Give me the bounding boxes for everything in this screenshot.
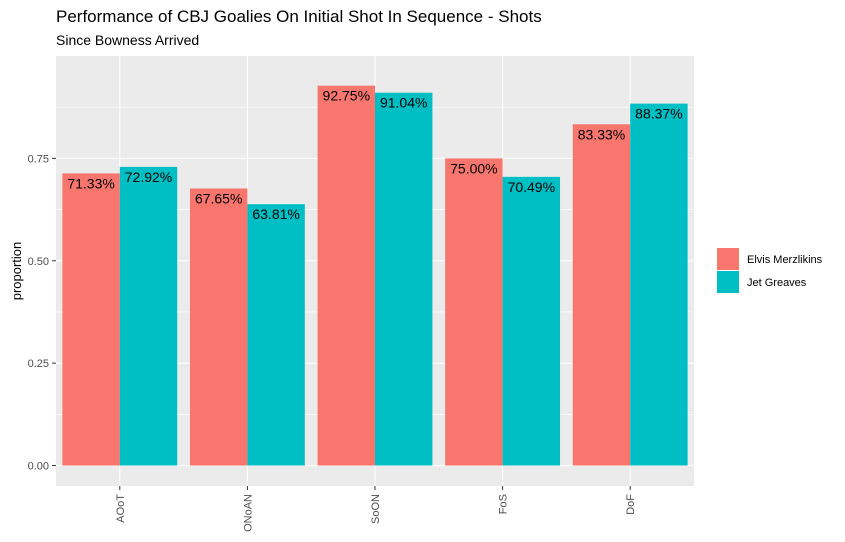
data-label: 83.33% — [578, 126, 625, 142]
y-tick-label: 0.50 — [28, 256, 49, 268]
legend-key — [717, 248, 739, 270]
data-label: 71.33% — [67, 175, 114, 191]
y-tick-label: 0.75 — [28, 153, 49, 165]
data-label: 67.65% — [195, 190, 242, 206]
data-labels-group: 71.33% 67.65% 92.75% 75.00% 83.33% 72.92% 63.8… — [67, 88, 682, 223]
x-tick-label: ONoAN — [242, 494, 254, 532]
legend-key — [717, 271, 739, 293]
chart-subtitle: Since Bowness Arrived — [56, 32, 199, 48]
data-label: 70.49% — [508, 179, 555, 195]
bar-jet-greaves-aoot — [119, 166, 178, 466]
bar-jet-greaves-dof — [630, 103, 688, 466]
data-label: 92.75% — [323, 88, 370, 104]
data-label: 75.00% — [450, 160, 497, 176]
bar-elvis-merzlikins-dof — [572, 124, 631, 466]
data-label: 91.04% — [380, 95, 427, 111]
bar-jet-greaves-onoan — [247, 204, 305, 466]
x-tick-label: DoF — [625, 494, 637, 515]
y-axis: 0.00 0.25 0.50 0.75 — [28, 153, 56, 473]
legend-label: Elvis Merzlikins — [747, 254, 823, 266]
data-label: 88.37% — [635, 106, 682, 122]
y-tick-label: 0.25 — [28, 358, 49, 370]
y-axis-title: proportion — [9, 242, 24, 301]
bar-elvis-merzlikins-onoan — [189, 188, 248, 466]
bars-group — [62, 85, 688, 466]
x-tick-label: AOoT — [115, 494, 127, 523]
data-label: 63.81% — [252, 206, 299, 222]
x-tick-label: SoON — [370, 494, 382, 524]
bar-elvis-merzlikins-aoot — [62, 173, 120, 466]
bar-jet-greaves-fos — [502, 176, 561, 466]
chart-title: Performance of CBJ Goalies On Initial Sh… — [56, 7, 542, 26]
bar-elvis-merzlikins-fos — [445, 158, 503, 466]
bar-elvis-merzlikins-soon — [317, 85, 375, 466]
bar-jet-greaves-soon — [375, 92, 433, 466]
x-tick-label: FoS — [498, 494, 510, 514]
x-axis: AOoT ONoAN SoON FoS DoF — [115, 486, 637, 532]
y-tick-label: 0.00 — [28, 461, 49, 473]
data-label: 72.92% — [125, 169, 172, 185]
legend: Elvis Merzlikins Jet Greaves — [717, 248, 823, 293]
legend-label: Jet Greaves — [747, 277, 807, 289]
